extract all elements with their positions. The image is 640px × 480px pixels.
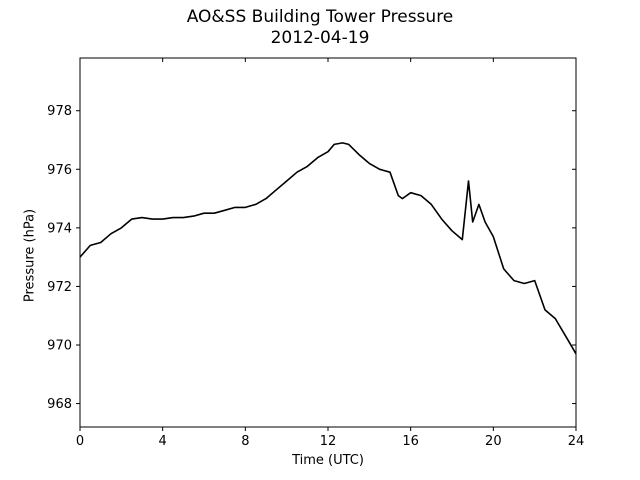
x-tick-label: 0 bbox=[76, 434, 84, 449]
y-tick-label: 970 bbox=[47, 339, 72, 354]
y-tick-label: 974 bbox=[47, 221, 72, 236]
y-tick-label: 972 bbox=[47, 280, 72, 295]
x-tick-label: 12 bbox=[320, 434, 337, 449]
x-tick-label: 24 bbox=[568, 434, 585, 449]
x-tick-label: 16 bbox=[402, 434, 419, 449]
y-axis-label: Pressure (hPa) bbox=[23, 196, 38, 316]
x-axis-label: Time (UTC) bbox=[80, 453, 576, 468]
x-tick-label: 20 bbox=[485, 434, 502, 449]
y-tick-label: 968 bbox=[47, 397, 72, 412]
x-tick-label: 4 bbox=[159, 434, 167, 449]
y-tick-label: 978 bbox=[47, 104, 72, 119]
x-tick-label: 8 bbox=[241, 434, 249, 449]
y-tick-label: 976 bbox=[47, 163, 72, 178]
plot-area bbox=[80, 58, 576, 427]
